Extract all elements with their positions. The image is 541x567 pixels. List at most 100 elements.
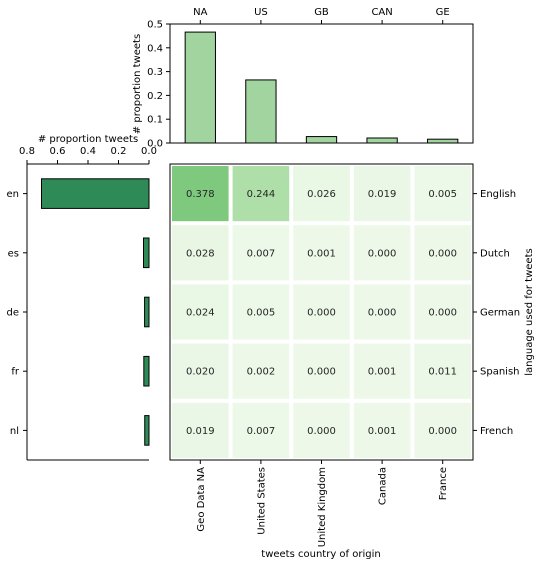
heatmap-cell xyxy=(293,166,350,222)
heatmap-cell-label: 0.005 xyxy=(428,189,457,200)
top-x-tick-label: GB xyxy=(314,7,329,18)
heatmap-cell xyxy=(232,402,290,458)
heatmap-cell-label: 0.000 xyxy=(368,248,397,259)
top-x-tick-label: NA xyxy=(193,7,207,18)
top-bar-us xyxy=(245,79,277,144)
left-x-tick-label: 0.2 xyxy=(111,146,127,157)
heatmap-cell xyxy=(232,343,290,399)
heatmap-cell xyxy=(293,225,350,281)
heatmap-cell xyxy=(414,166,471,222)
heatmap-cell xyxy=(353,284,411,340)
heatmap-cell-label: 0.244 xyxy=(247,189,276,200)
heatmap-cell xyxy=(172,166,229,222)
heatmap-cell xyxy=(414,402,471,458)
left-y-tick-label: de xyxy=(7,308,20,319)
top-y-tick-label: 0.5 xyxy=(147,20,163,31)
top-y-tick-label: 0.4 xyxy=(147,43,163,54)
left-y-tick-label: es xyxy=(8,248,19,259)
heatmap-column-label: France xyxy=(438,467,449,500)
top-x-tick-label: GE xyxy=(436,7,450,18)
heatmap-cell-label: 0.000 xyxy=(307,367,336,378)
top-bar-chart: 0.0 0.1 0.2 0.3 0.4 0.5 NA US GB CAN GE # proport… xyxy=(132,7,474,150)
heatmap-y-axis-label: language used for tweets xyxy=(524,248,535,375)
heatmap-cell xyxy=(353,343,411,399)
left-bar-chart: 0.8 0.6 0.4 0.2 0.0 en es de fr nl # proportion … xyxy=(7,134,157,461)
heatmap-row-labels: English Dutch German Spanish French xyxy=(473,189,520,437)
heatmap-cell xyxy=(353,166,411,222)
heatmap-cell xyxy=(414,225,471,281)
top-x-tick-label: US xyxy=(254,7,268,18)
heatmap-column-label: United States xyxy=(256,467,267,535)
top-x-tick-label: CAN xyxy=(371,7,392,18)
heatmap-cell xyxy=(232,284,290,340)
left-x-ticks: 0.8 0.6 0.4 0.2 0.0 xyxy=(19,146,157,164)
heatmap-row-label: Dutch xyxy=(480,248,510,259)
left-bars xyxy=(40,178,150,446)
heatmap-cell xyxy=(172,402,229,458)
heatmap-cell-label: 0.000 xyxy=(428,426,457,437)
left-x-tick-label: 0.6 xyxy=(50,146,66,157)
heatmap-row-label: Spanish xyxy=(480,367,520,378)
heatmap-cell-label: 0.019 xyxy=(368,189,397,200)
left-x-tick-label: 0.4 xyxy=(80,146,96,157)
heatmap-cell xyxy=(414,284,471,340)
left-x-tick-label: 0.8 xyxy=(19,146,35,157)
left-bar-es xyxy=(143,237,150,269)
heatmap-cell xyxy=(353,225,411,281)
top-y-tick-label: 0.1 xyxy=(147,115,163,126)
heatmap-cell-label: 0.000 xyxy=(368,308,397,319)
top-bar-can xyxy=(366,137,398,144)
heatmap-column-labels: Geo Data NA United States United Kingdom Ca… xyxy=(196,460,449,547)
heatmap-cell-label: 0.000 xyxy=(428,308,457,319)
heatmap-cell-label: 0.007 xyxy=(247,248,276,259)
heatmap-cell-label: 0.001 xyxy=(368,426,397,437)
heatmap-column-label: United Kingdom xyxy=(317,467,328,547)
left-x-axis-label: # proportion tweets xyxy=(38,134,138,145)
heatmap-cell-label: 0.000 xyxy=(307,426,336,437)
top-y-tick-label: 0.3 xyxy=(147,67,163,78)
left-bar-de xyxy=(144,296,150,328)
left-bar-nl xyxy=(144,415,150,446)
left-y-tick-label: nl xyxy=(10,426,19,437)
heatmap-x-axis-label: tweets country of origin xyxy=(261,549,380,560)
left-x-tick-label: 0.0 xyxy=(141,146,157,157)
heatmap-cell xyxy=(414,343,471,399)
top-bar-na xyxy=(184,31,216,144)
heatmap-row-label: French xyxy=(480,426,513,437)
top-y-tick-label: 0.2 xyxy=(147,91,163,102)
heatmap-cell xyxy=(172,284,229,340)
heatmap-cell-label: 0.019 xyxy=(186,426,215,437)
heatmap-cell xyxy=(293,343,350,399)
heatmap-cell xyxy=(172,225,229,281)
top-y-tick-label: 0.0 xyxy=(147,139,163,150)
heatmap-cell xyxy=(172,343,229,399)
top-bar-gb xyxy=(305,136,338,144)
top-bars xyxy=(184,31,459,144)
heatmap-cell-label: 0.000 xyxy=(307,308,336,319)
heatmap-cell xyxy=(353,402,411,458)
heatmap-cell-label: 0.020 xyxy=(186,367,215,378)
left-bar-fr xyxy=(143,355,150,387)
heatmap-cell-label: 0.000 xyxy=(428,248,457,259)
heatmap-cell-label: 0.001 xyxy=(307,248,336,259)
heatmap-cell-label: 0.011 xyxy=(428,367,457,378)
heatmap-cell-label: 0.028 xyxy=(186,248,215,259)
top-y-axis-label: # proportion tweets xyxy=(132,34,143,134)
top-x-ticks: NA US GB CAN GE xyxy=(193,7,450,24)
heatmap-row-label: English xyxy=(480,189,516,200)
heatmap-cell-label: 0.005 xyxy=(247,308,276,319)
heatmap-column-label: Geo Data NA xyxy=(196,467,207,532)
heatmap-cell xyxy=(232,225,290,281)
top-bar-ge xyxy=(427,138,459,144)
heatmap-cell xyxy=(293,284,350,340)
heatmap-cell-label: 0.007 xyxy=(247,426,276,437)
left-bar-en xyxy=(40,178,150,209)
heatmap-cell-label: 0.378 xyxy=(186,189,215,200)
heatmap-cell xyxy=(232,166,290,222)
top-y-ticks: 0.0 0.1 0.2 0.3 0.4 0.5 xyxy=(147,20,170,150)
heatmap-row-label: German xyxy=(480,308,520,319)
heatmap-cell xyxy=(293,402,350,458)
left-y-ticks: en es de fr nl xyxy=(7,189,27,437)
heatmap-cells: 0.378 0.244 0.026 0.019 0.005 0.028 0.007 0.001… xyxy=(172,166,471,458)
